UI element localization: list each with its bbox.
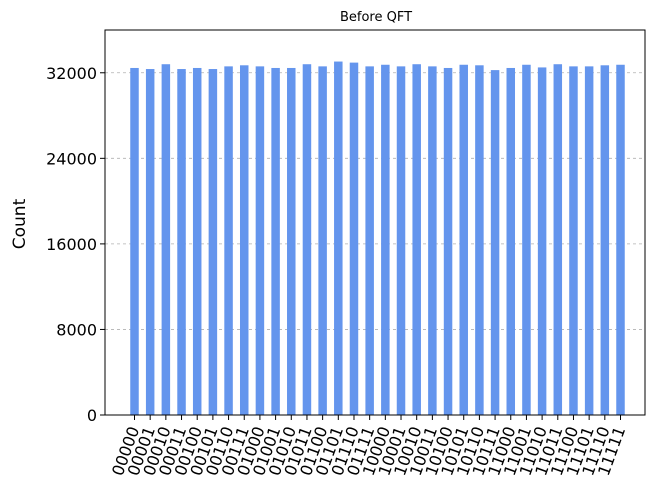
bar <box>459 64 468 415</box>
bar <box>334 61 343 415</box>
bar <box>584 66 594 415</box>
bar <box>412 64 421 415</box>
y-tick-labels: 0 8000 16000 24000 32000 <box>46 64 97 425</box>
bar <box>287 67 296 416</box>
bar <box>381 64 390 415</box>
plot-frame <box>104 29 646 416</box>
bar <box>443 67 453 416</box>
y-tick-label: 0 <box>87 406 97 425</box>
chart-title: Before QFT <box>340 10 412 25</box>
bar <box>475 65 484 416</box>
y-tick-label: 8000 <box>56 320 97 339</box>
bar <box>145 69 155 415</box>
gridlines <box>105 72 645 416</box>
bars <box>130 61 625 416</box>
y-axis-label: Count <box>10 198 30 249</box>
bar <box>271 67 280 416</box>
bar <box>537 67 547 416</box>
bar <box>161 64 171 415</box>
bar <box>224 66 233 415</box>
axes <box>100 29 646 420</box>
bar <box>553 64 563 415</box>
y-tick-label: 32000 <box>46 64 97 83</box>
y-tick-label: 16000 <box>46 235 97 254</box>
bar <box>522 64 531 415</box>
bar <box>506 67 516 416</box>
bar <box>255 66 265 415</box>
bar <box>349 62 359 416</box>
bar <box>569 66 578 415</box>
bar <box>365 66 374 415</box>
bar <box>600 65 610 416</box>
bar <box>192 67 202 416</box>
bar <box>318 66 327 415</box>
bar <box>428 66 437 415</box>
bar <box>177 69 186 415</box>
x-tick-labels: 0000000001000100001100100001010011000111… <box>108 424 629 478</box>
y-tick-label: 24000 <box>46 149 97 168</box>
bar <box>208 69 218 415</box>
bar <box>302 64 312 415</box>
bar <box>239 65 249 416</box>
bar <box>396 66 406 415</box>
bar <box>616 64 625 415</box>
bar <box>130 67 139 416</box>
bar <box>490 70 500 416</box>
